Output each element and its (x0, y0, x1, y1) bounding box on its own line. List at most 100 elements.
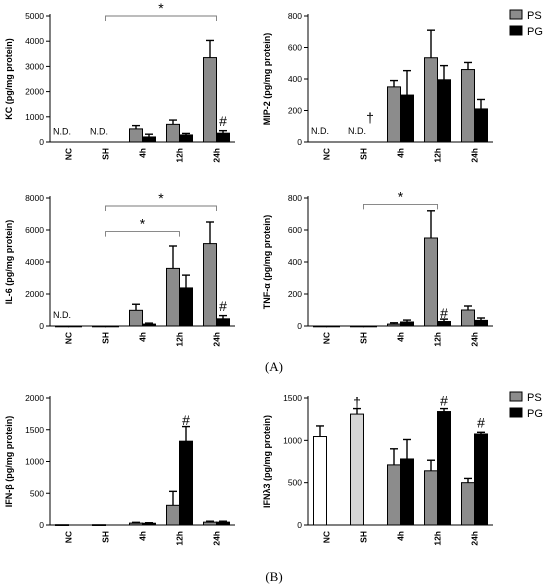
y-tick-label: 500 (288, 478, 302, 488)
x-tick-label: 12h (433, 332, 443, 347)
bar-PS-4h (129, 128, 143, 143)
y-tick-label: 8000 (25, 193, 44, 203)
chart-mip2: 0 200 400 600 800 MIP-2 (pg/mg protein) NC SH 4h… (262, 11, 493, 163)
annotation-label: N.D. (53, 126, 71, 136)
y-tick-label: 0 (39, 520, 44, 530)
chart-ifnl3: 0 500 1000 1500 IFNλ3 (pg/mg protein) NC SH 4h 1… (262, 392, 493, 546)
bar-PS-NC (313, 325, 327, 328)
y-tick-label: 2000 (25, 289, 44, 299)
chart-ifnb: 0 500 1000 1500 2000 IFN-β (pg/mg protein) NC S… (4, 393, 235, 546)
x-tick-label: 12h (175, 531, 185, 546)
bar-PG-24h (216, 521, 230, 526)
x-tick-label: 4h (138, 148, 148, 158)
annotation-label: N.D. (311, 126, 329, 136)
x-tick-label: 4h (396, 531, 406, 541)
bar-PG-12h (437, 411, 451, 526)
x-tick-label: NC (322, 148, 332, 160)
bar-PG-24h (216, 132, 230, 143)
y-tick-label: 500 (30, 488, 44, 498)
y-tick-label: 3000 (25, 61, 44, 71)
annotation-label: # (477, 414, 485, 430)
y-axis-label: KC (pg/mg protein) (4, 38, 14, 120)
bar-PG-SH (363, 325, 377, 328)
y-tick-label: 1000 (283, 435, 302, 445)
legend-label: PS (527, 10, 542, 22)
y-axis-label: IFNλ3 (pg/mg protein) (262, 415, 272, 508)
bar-PS-24h (203, 57, 217, 143)
x-tick-label: SH (359, 332, 369, 344)
x-tick-label: NC (322, 531, 332, 543)
x-tick-label: 12h (433, 148, 443, 163)
y-axis-label: TNF-α (pg/mg protein) (262, 215, 272, 310)
bar-PS-NC (55, 524, 69, 526)
x-tick-label: 12h (175, 148, 185, 163)
y-tick-label: 0 (297, 520, 302, 530)
y-tick-label: 800 (288, 193, 302, 203)
annotation-label: † (353, 394, 361, 410)
legend-2: PS PG (509, 391, 543, 420)
y-tick-label: 1500 (25, 425, 44, 435)
legend-label: PS (527, 392, 542, 404)
bar-PG-4h (400, 321, 414, 327)
bar-PS-NC (313, 436, 327, 526)
significance-star: * (140, 216, 146, 232)
bar-PS-SH (92, 524, 106, 526)
y-tick-label: 1000 (25, 457, 44, 467)
x-tick-label: 4h (396, 332, 406, 342)
x-tick-label: 4h (138, 332, 148, 342)
annotation-label: # (219, 113, 227, 129)
y-tick-label: 600 (288, 43, 302, 53)
bar-PS-SH (92, 325, 106, 328)
significance-bracket (105, 15, 217, 21)
legend-swatch-PG (509, 407, 523, 418)
x-tick-label: 24h (470, 531, 480, 546)
y-tick-label: 600 (288, 225, 302, 235)
significance-bracket (105, 231, 180, 237)
bar-PG-12h (179, 440, 193, 526)
bar-PS-4h (387, 86, 401, 143)
bar-PG-12h (179, 134, 193, 143)
bar-PS-12h (166, 267, 180, 327)
bar-PG-24h (474, 108, 488, 143)
bar-PS-12h (166, 504, 180, 526)
bar-PS-4h (387, 464, 401, 526)
bar-PG-24h (474, 319, 488, 327)
chart-kc: 0 1000 2000 3000 4000 5000 KC (pg/mg protein) N… (4, 0, 235, 163)
y-axis-label: IFN-β (pg/mg protein) (4, 416, 14, 507)
x-tick-label: NC (64, 148, 74, 160)
y-tick-label: 0 (297, 137, 302, 147)
bar-PS-24h (461, 69, 475, 143)
x-tick-label: SH (359, 531, 369, 543)
x-tick-label: SH (101, 531, 111, 543)
bar-PG-12h (179, 287, 193, 327)
y-tick-label: 4000 (25, 257, 44, 267)
annotation-label: # (440, 305, 448, 321)
bar-PG-12h (437, 321, 451, 327)
y-tick-label: 200 (288, 289, 302, 299)
x-tick-label: SH (359, 148, 369, 160)
panel-label-b: (B) (265, 569, 282, 584)
bar-PS-24h (461, 309, 475, 327)
bar-PG-4h (142, 522, 156, 526)
y-tick-label: 400 (288, 74, 302, 84)
y-tick-label: 1000 (25, 112, 44, 122)
annotation-label: N.D. (53, 310, 71, 320)
annotation-label: † (366, 109, 374, 125)
y-tick-label: 2000 (25, 393, 44, 403)
bar-PG-12h (437, 79, 451, 143)
bar-PG-4h (400, 94, 414, 143)
legend-swatch-PS (509, 391, 523, 402)
y-tick-label: 0 (297, 321, 302, 331)
bar-PG-24h (216, 318, 230, 327)
bar-PS-4h (129, 522, 143, 526)
y-tick-label: 200 (288, 106, 302, 116)
x-tick-label: 4h (138, 531, 148, 541)
x-tick-label: NC (64, 531, 74, 543)
x-tick-label: 24h (470, 148, 480, 163)
chart-il6: 0 2000 4000 6000 8000 IL-6 (pg/mg protein) NC S… (4, 190, 235, 347)
bar-PS-NC (55, 325, 69, 328)
x-tick-label: 4h (396, 148, 406, 158)
bar-PS-24h (461, 482, 475, 526)
x-tick-label: NC (322, 332, 332, 344)
